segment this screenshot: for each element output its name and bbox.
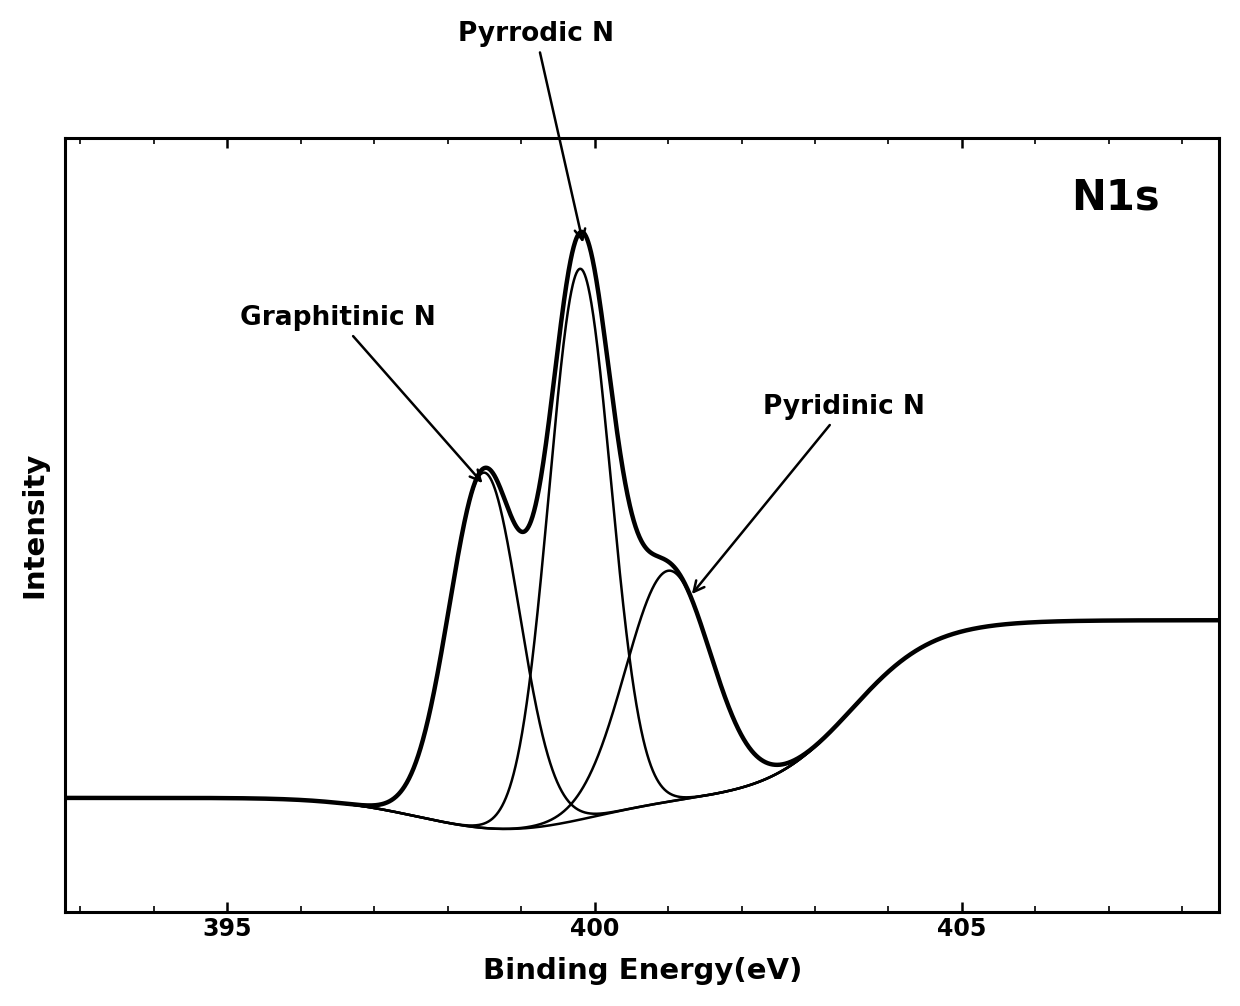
Y-axis label: Intensity: Intensity [21, 452, 48, 598]
Text: Pyridinic N: Pyridinic N [693, 394, 925, 592]
Text: Graphitinic N: Graphitinic N [239, 305, 481, 481]
Text: Pyrrodic N: Pyrrodic N [458, 21, 614, 239]
X-axis label: Binding Energy(eV): Binding Energy(eV) [482, 957, 802, 985]
Text: N1s: N1s [1071, 177, 1159, 218]
